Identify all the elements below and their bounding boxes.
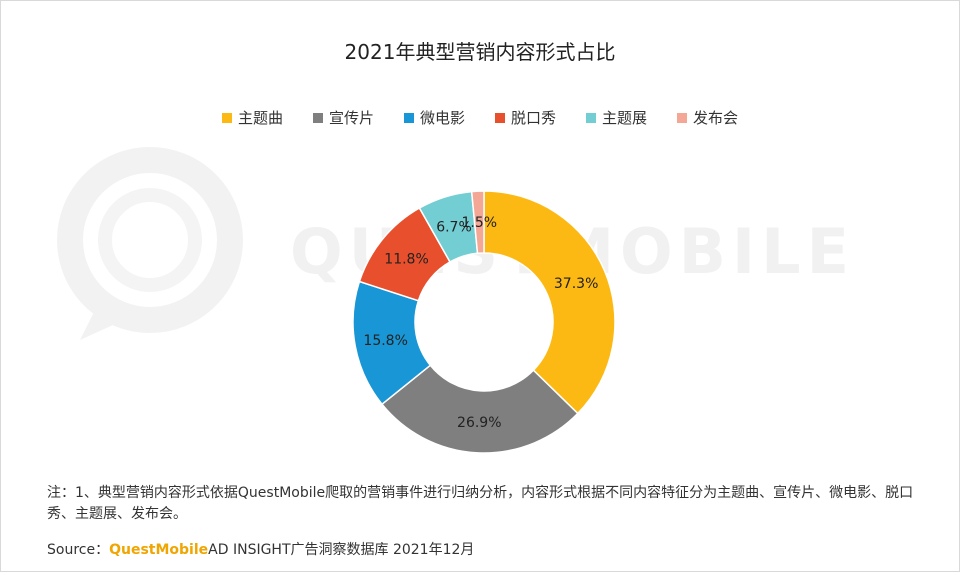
legend-label: 脱口秀 bbox=[511, 109, 557, 127]
legend-item: 主题展 bbox=[586, 107, 647, 128]
footnote: 注：1、典型营销内容形式依据QuestMobile爬取的营销事件进行归纳分析，内… bbox=[47, 485, 914, 522]
source-line: Source：QuestMobileAD INSIGHT广告洞察数据库 2021… bbox=[47, 539, 474, 559]
data-label: 26.9% bbox=[457, 415, 501, 431]
slice-2 bbox=[380, 364, 579, 454]
legend-item: 微电影 bbox=[403, 107, 465, 128]
data-label: 37.3% bbox=[554, 276, 598, 292]
legend-swatch bbox=[312, 112, 323, 123]
source-label: Source： bbox=[47, 542, 110, 558]
legend-item: 脱口秀 bbox=[495, 107, 556, 128]
legend-label: 微电影 bbox=[419, 109, 465, 127]
legend-swatch bbox=[403, 112, 414, 123]
chart-title: 2021年典型营销内容形式占比 bbox=[344, 40, 616, 64]
legend-swatch bbox=[495, 112, 505, 123]
data-label: 15.8% bbox=[363, 333, 407, 349]
data-label: 1.5% bbox=[462, 215, 498, 231]
legend-swatch bbox=[677, 112, 688, 123]
watermark-logo bbox=[57, 147, 243, 340]
source-text: AD INSIGHT广告洞察数据库 2021年12月 bbox=[208, 542, 475, 558]
data-label: 11.8% bbox=[384, 252, 428, 268]
legend-swatch bbox=[586, 112, 597, 123]
data-label: 6.7% bbox=[436, 220, 472, 236]
legend-label: 发布会 bbox=[693, 109, 739, 127]
legend-label: 主题展 bbox=[602, 109, 648, 127]
legend: 主题曲 宣传片 微电影 脱口秀 主题展 发布会 bbox=[0, 107, 960, 128]
legend-item: 发布会 bbox=[677, 107, 738, 128]
legend-item: 主题曲 bbox=[221, 107, 283, 128]
slice-1 bbox=[483, 190, 616, 415]
legend-label: 主题曲 bbox=[237, 109, 283, 127]
legend-label: 宣传片 bbox=[328, 109, 374, 127]
legend-swatch bbox=[221, 112, 232, 123]
slice-6 bbox=[470, 190, 485, 255]
legend-item: 宣传片 bbox=[312, 107, 374, 128]
source-brand: QuestMobile bbox=[109, 542, 209, 558]
